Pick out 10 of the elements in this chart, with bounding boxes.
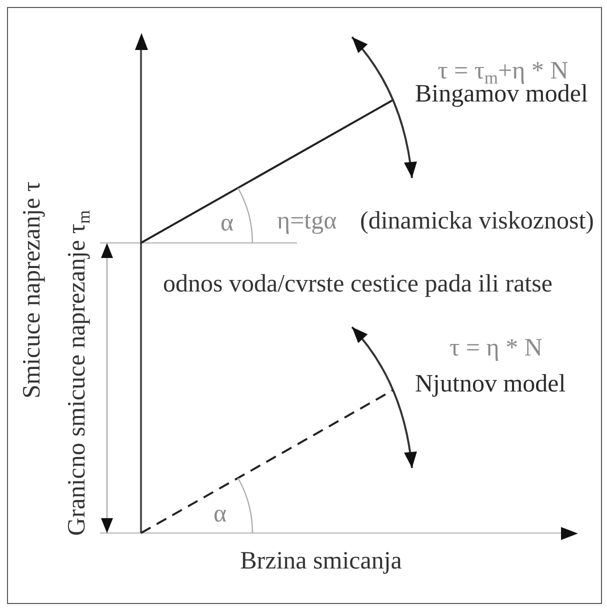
ref-line-label: Granicno smicuce naprezanje τm [64,210,94,536]
y-axis-title: Smicuce naprezanje τ [18,182,46,398]
annotation: τ = η * N [450,334,542,362]
annotation: (dinamicka viskoznost) [360,208,594,235]
annotation: odnos voda/cvrste cestice pada ili ratse [163,270,552,298]
annotation: α [220,210,234,237]
annotation: α [213,500,227,528]
series-label: Njutnov model [415,370,566,398]
x-axis-title: Brzina smicanja [240,548,402,575]
annotation: η=tgα [277,208,337,235]
